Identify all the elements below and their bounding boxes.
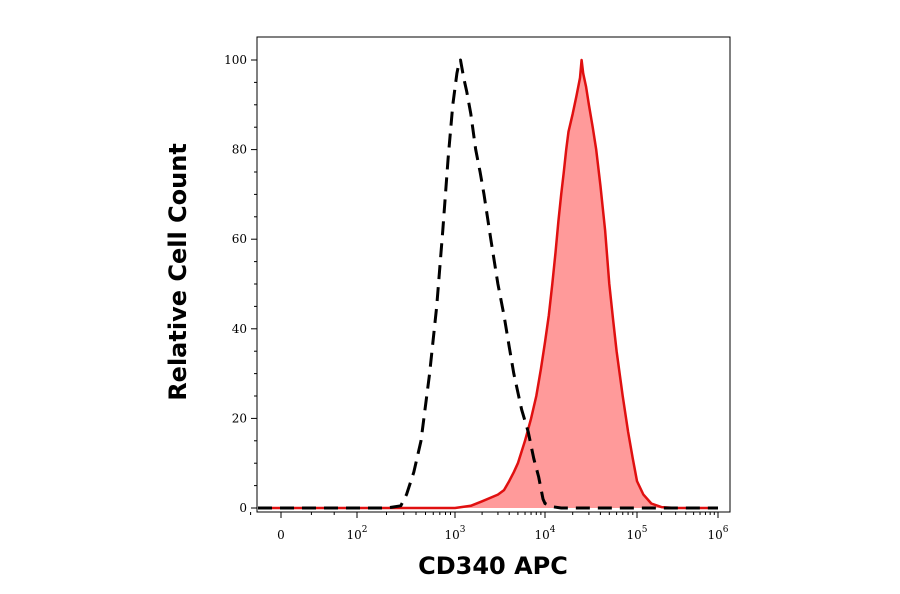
y-tick-label: 40 bbox=[232, 322, 247, 336]
y-tick-label: 0 bbox=[239, 501, 247, 515]
x-tick-label: 105 bbox=[626, 525, 647, 542]
series-layer bbox=[258, 58, 718, 510]
y-tick-label: 20 bbox=[232, 411, 247, 425]
y-tick-label: 100 bbox=[224, 53, 247, 67]
y-tick-label: 80 bbox=[232, 143, 247, 157]
x-tick-label: 106 bbox=[707, 525, 728, 542]
series-line-0 bbox=[258, 58, 718, 510]
x-tick-label: 102 bbox=[346, 525, 367, 542]
x-tick-label: 104 bbox=[534, 525, 555, 542]
x-axis-title: CD340 APC bbox=[418, 552, 568, 580]
x-tick-label: 0 bbox=[277, 528, 285, 542]
y-axis-title: Relative Cell Count bbox=[164, 143, 192, 401]
series-fill-1 bbox=[258, 60, 718, 508]
y-axis: 0 20 40 60 80 100 bbox=[224, 53, 257, 515]
x-tick-label: 103 bbox=[444, 525, 465, 542]
x-axis: 0 102 103 104 105 106 bbox=[250, 512, 729, 542]
series-line-1 bbox=[258, 58, 718, 510]
plot-frame bbox=[256, 36, 731, 513]
y-tick-label: 60 bbox=[232, 232, 247, 246]
